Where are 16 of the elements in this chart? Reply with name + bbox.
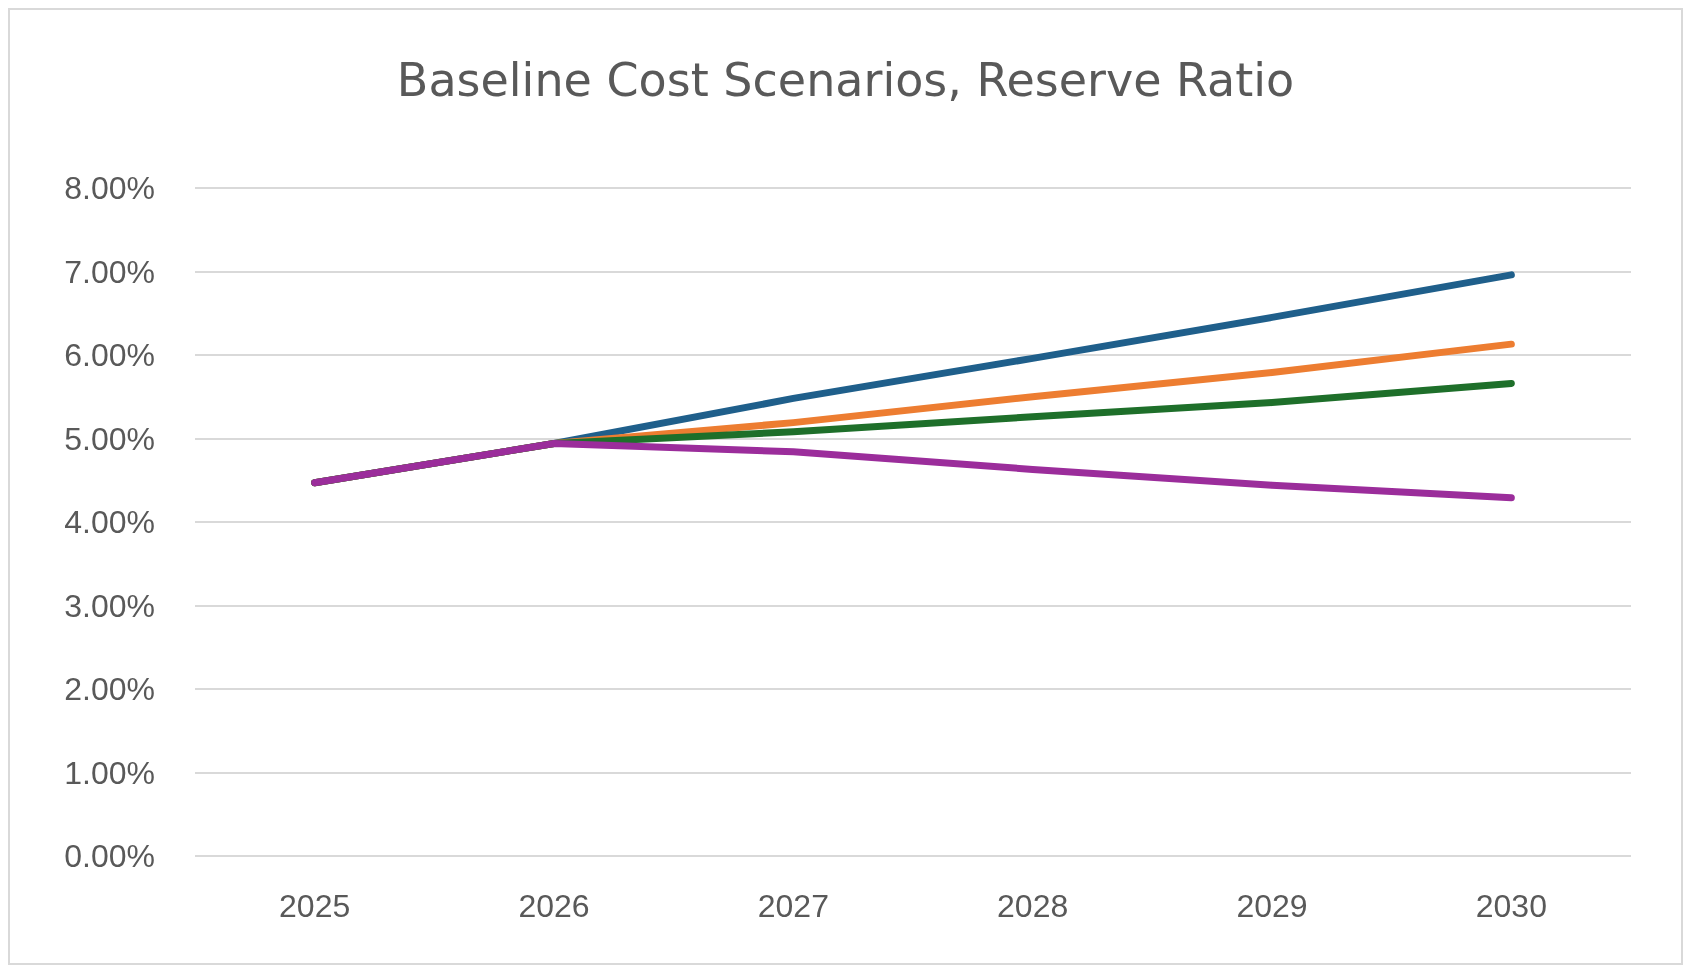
- y-tick-label: 4.00%: [64, 504, 155, 540]
- y-tick-label: 5.00%: [64, 420, 155, 457]
- y-tick-label: 1.00%: [64, 754, 155, 791]
- x-tick-label: 2026: [518, 888, 590, 924]
- y-tick-label: 0.00%: [64, 838, 155, 874]
- x-tick-label: 2029: [1236, 888, 1308, 924]
- y-tick-label: 2.00%: [64, 671, 155, 707]
- x-tick-label: 2025: [279, 888, 351, 924]
- y-tick-label: 7.00%: [64, 253, 155, 290]
- x-tick-label: 2028: [997, 888, 1069, 924]
- y-tick-label: 6.00%: [64, 337, 155, 373]
- x-tick-label: 2027: [757, 888, 829, 924]
- x-tick-label: 2030: [1475, 888, 1547, 924]
- chart-title: Baseline Cost Scenarios, Reserve Ratio: [396, 53, 1295, 107]
- y-tick-label: 8.00%: [64, 170, 155, 206]
- y-tick-label: 3.00%: [64, 587, 155, 624]
